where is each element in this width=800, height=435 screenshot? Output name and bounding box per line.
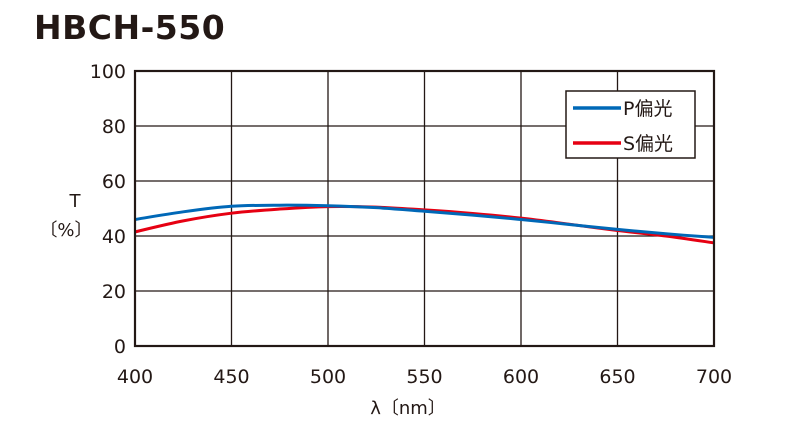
plot-frame xyxy=(133,69,716,348)
x-axis-label: λ〔nm〕 xyxy=(370,398,446,419)
x-tick-label: 700 xyxy=(696,366,732,388)
series-lines xyxy=(134,203,715,245)
series-line-p xyxy=(134,203,715,239)
x-tick-label: 400 xyxy=(117,366,153,388)
y-tick-label: 100 xyxy=(90,61,126,83)
legend-box xyxy=(565,90,696,159)
x-tick-label: 650 xyxy=(599,366,635,388)
legend: P偏光 S偏光 xyxy=(565,90,696,159)
x-tick-label: 550 xyxy=(406,366,442,388)
x-tick-labels: 400 450 500 550 600 650 700 xyxy=(117,366,732,388)
y-axis-label-line-1: T xyxy=(69,191,82,212)
y-tick-label: 0 xyxy=(114,336,126,358)
y-axis-label-line-2: 〔%〕 xyxy=(39,220,92,241)
x-tick-label: 500 xyxy=(310,366,346,388)
y-tick-label: 20 xyxy=(102,281,126,303)
legend-label-p: P偏光 xyxy=(623,98,672,120)
y-tick-label: 40 xyxy=(102,226,126,248)
y-tick-label: 60 xyxy=(102,171,126,193)
y-tick-labels: 0 20 40 60 80 100 xyxy=(90,61,126,358)
y-axis-label: T 〔%〕 xyxy=(39,191,92,241)
x-tick-label: 600 xyxy=(503,366,539,388)
chart-title: HBCH-550 xyxy=(34,8,226,47)
legend-label-s: S偏光 xyxy=(623,133,673,155)
y-tick-label: 80 xyxy=(102,116,126,138)
x-tick-label: 450 xyxy=(213,366,249,388)
